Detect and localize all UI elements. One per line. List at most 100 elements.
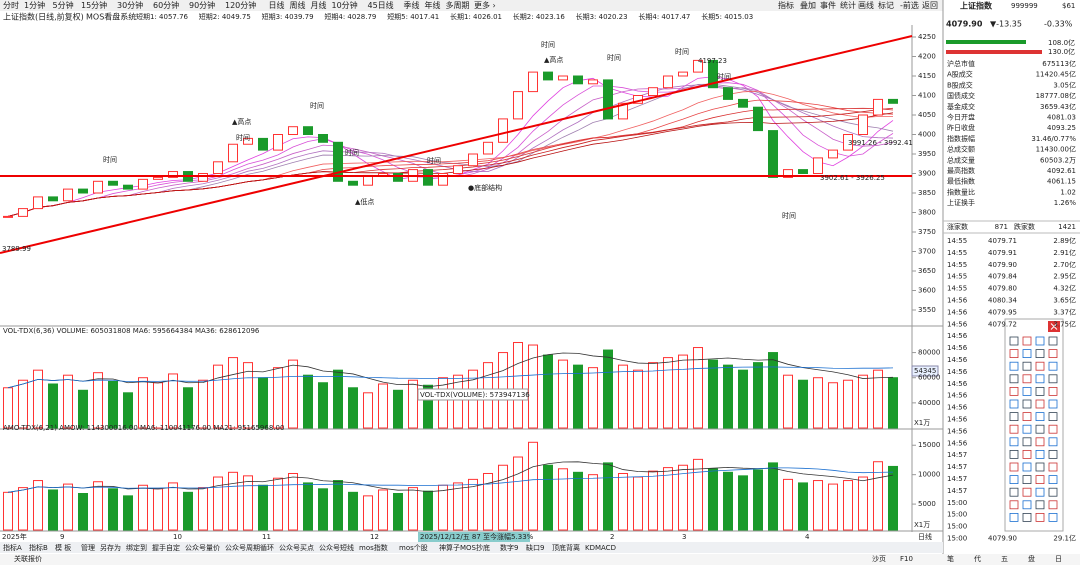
tool-icon[interactable]: [1009, 462, 1019, 472]
period-tab[interactable]: 周线: [290, 0, 306, 10]
tab[interactable]: mos个股: [399, 544, 428, 552]
tab[interactable]: 另存为: [100, 543, 121, 552]
period-tab[interactable]: 更多 ›: [474, 0, 496, 10]
tool-icon[interactable]: [1009, 513, 1019, 522]
tool-button[interactable]: 指标: [778, 0, 794, 10]
tool-icon[interactable]: [1009, 399, 1019, 409]
tool-button[interactable]: 事件: [820, 0, 836, 10]
tool-icon[interactable]: [1035, 437, 1045, 447]
tab[interactable]: 握手自定: [152, 543, 180, 552]
tool-icon[interactable]: [1009, 361, 1019, 371]
tool-icon[interactable]: [1048, 513, 1058, 522]
tool-icon[interactable]: [1022, 386, 1032, 396]
tab[interactable]: 公众号量价: [185, 544, 220, 552]
tool-icon[interactable]: [1009, 475, 1019, 485]
bottom-tab[interactable]: 盘: [1028, 554, 1035, 563]
tool-icon[interactable]: [1048, 500, 1058, 510]
period-tab[interactable]: 1分钟: [24, 0, 45, 10]
tool-icon[interactable]: [1035, 349, 1045, 359]
tab[interactable]: 神算子MOS抄底: [439, 543, 490, 552]
tool-icon[interactable]: [1022, 437, 1032, 447]
tool-icon[interactable]: [1048, 437, 1058, 447]
tool-icon[interactable]: [1022, 500, 1032, 510]
tab[interactable]: 绑定到: [126, 543, 147, 552]
tool-icon[interactable]: [1009, 500, 1019, 510]
tab[interactable]: 指标B: [29, 543, 48, 552]
tool-icon[interactable]: [1035, 412, 1045, 422]
tool-icon[interactable]: [1035, 424, 1045, 434]
tool-icon[interactable]: [1048, 399, 1058, 409]
tool-icon[interactable]: [1035, 487, 1045, 497]
tab[interactable]: 沙页: [872, 555, 886, 563]
tool-icon[interactable]: [1009, 374, 1019, 384]
tool-icon[interactable]: [1035, 475, 1045, 485]
period-tab[interactable]: 45日线: [368, 0, 394, 10]
tool-icon[interactable]: [1009, 336, 1019, 346]
period-tab[interactable]: 90分钟: [189, 0, 215, 10]
tool-icon[interactable]: [1022, 349, 1032, 359]
tool-button[interactable]: 返回: [922, 1, 938, 10]
tool-icon[interactable]: [1048, 487, 1058, 497]
tool-icon[interactable]: [1048, 462, 1058, 472]
period-tab[interactable]: 月线: [311, 0, 327, 10]
tool-icon[interactable]: [1035, 386, 1045, 396]
tab[interactable]: mos指数: [359, 543, 388, 552]
tool-icon[interactable]: [1048, 449, 1058, 459]
tool-icon[interactable]: [1022, 424, 1032, 434]
period-tab[interactable]: 分时: [3, 0, 19, 10]
tool-icon[interactable]: [1022, 462, 1032, 472]
tool-icon[interactable]: [1035, 462, 1045, 472]
tool-button[interactable]: 统计: [840, 0, 856, 10]
period-tab[interactable]: 120分钟: [225, 0, 256, 10]
tab[interactable]: 指标A: [3, 543, 22, 552]
tool-icon[interactable]: [1022, 449, 1032, 459]
period-tab[interactable]: 季线: [404, 0, 420, 10]
tool-icon[interactable]: [1022, 513, 1032, 522]
tool-icon[interactable]: [1035, 449, 1045, 459]
tool-button[interactable]: -前选: [900, 0, 919, 10]
tool-icon[interactable]: [1035, 513, 1045, 522]
bottom-tab[interactable]: 日: [1055, 555, 1062, 563]
tab[interactable]: 数字9: [500, 543, 518, 552]
tool-icon[interactable]: [1009, 412, 1019, 422]
period-tab[interactable]: 5分钟: [53, 0, 74, 10]
tool-button[interactable]: 叠加: [800, 0, 816, 10]
tool-icon[interactable]: [1009, 424, 1019, 434]
tool-icon[interactable]: [1009, 449, 1019, 459]
tool-icon[interactable]: [1022, 361, 1032, 371]
tool-icon[interactable]: [1048, 475, 1058, 485]
tool-icon[interactable]: [1048, 424, 1058, 434]
period-tab[interactable]: 年线: [425, 0, 441, 10]
period-tab[interactable]: 60分钟: [153, 0, 179, 10]
tool-icon[interactable]: [1009, 437, 1019, 447]
tool-icon[interactable]: [1022, 475, 1032, 485]
tool-icon[interactable]: [1022, 374, 1032, 384]
tool-icon[interactable]: [1035, 500, 1045, 510]
tab[interactable]: F10: [900, 555, 913, 563]
tab[interactable]: KDMACD: [585, 544, 616, 552]
tool-icon[interactable]: [1035, 336, 1045, 346]
tool-icon[interactable]: [1048, 361, 1058, 371]
period-tab[interactable]: 15分钟: [81, 0, 107, 10]
period-tab[interactable]: 10分钟: [332, 0, 358, 10]
tool-icon[interactable]: [1035, 361, 1045, 371]
tool-icon[interactable]: [1048, 336, 1058, 346]
tab[interactable]: 公众号短线: [319, 543, 354, 552]
tool-icon[interactable]: [1048, 386, 1058, 396]
tool-icon[interactable]: [1035, 374, 1045, 384]
tool-icon[interactable]: [1022, 412, 1032, 422]
tool-icon[interactable]: [1035, 399, 1045, 409]
tool-button[interactable]: 标记: [878, 0, 894, 10]
tab[interactable]: 模 板: [55, 543, 71, 552]
tool-icon[interactable]: [1048, 412, 1058, 422]
tool-icon[interactable]: [1009, 386, 1019, 396]
tool-icon[interactable]: [1009, 487, 1019, 497]
period-tab[interactable]: 30分钟: [117, 0, 143, 10]
tab[interactable]: 公众号买点: [279, 544, 314, 552]
tool-icon[interactable]: [1022, 336, 1032, 346]
period-tab[interactable]: 日线: [269, 0, 285, 10]
tool-icon[interactable]: [1022, 487, 1032, 497]
tab[interactable]: 管理: [81, 543, 95, 552]
bottom-tab[interactable]: 笔: [947, 554, 954, 563]
tool-button[interactable]: 画线: [858, 0, 874, 10]
